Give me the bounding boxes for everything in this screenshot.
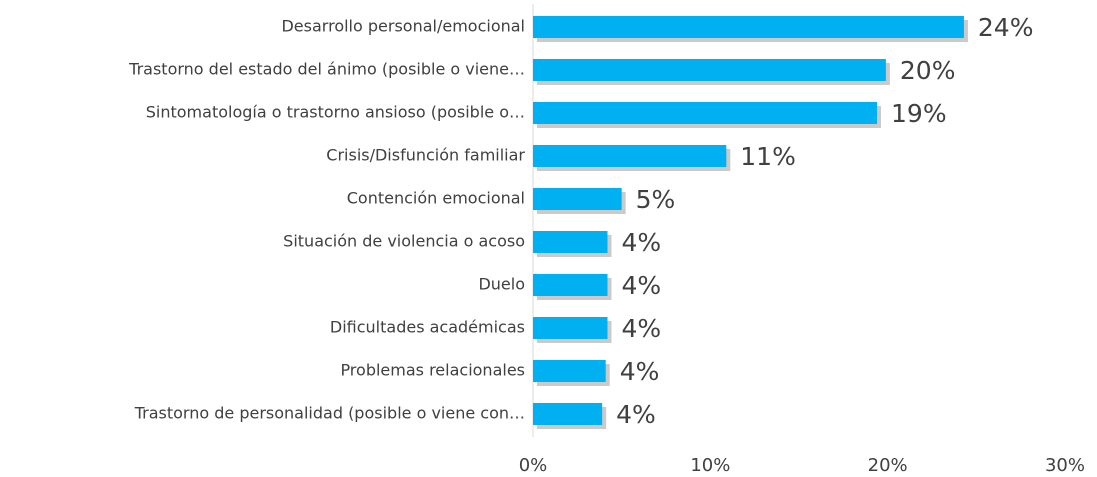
x-tick-label: 20% [868, 455, 908, 476]
value-label: 4% [620, 357, 660, 386]
bar [533, 188, 622, 210]
category-label: Trastorno del estado del ánimo (posible … [128, 60, 525, 79]
bar [533, 59, 886, 81]
bar [533, 317, 608, 339]
category-label: Dificultades académicas [330, 318, 525, 337]
category-label: Trastorno de personalidad (posible o vie… [134, 404, 525, 423]
category-label: Problemas relacionales [340, 361, 525, 380]
x-tick-label: 10% [690, 455, 730, 476]
category-label: Sintomatología o trastorno ansioso (posi… [146, 103, 525, 122]
bar [533, 102, 878, 124]
category-label: Desarrollo personal/emocional [281, 17, 525, 36]
bar [533, 145, 727, 167]
category-label: Contención emocional [347, 189, 525, 208]
value-label: 5% [636, 185, 676, 214]
value-label: 19% [891, 99, 947, 128]
value-label: 20% [900, 56, 956, 85]
value-label: 24% [978, 13, 1034, 42]
category-label: Duelo [478, 275, 525, 294]
category-label: Situación de violencia o acoso [283, 232, 525, 251]
value-label: 4% [616, 400, 656, 429]
bar [533, 360, 606, 382]
x-tick-label: 0% [519, 455, 548, 476]
value-label: 4% [621, 228, 661, 257]
bar [533, 403, 603, 425]
bar [533, 231, 608, 253]
x-tick-label: 30% [1045, 455, 1085, 476]
value-label: 4% [621, 314, 661, 343]
value-label: 11% [740, 142, 796, 171]
bar [533, 274, 608, 296]
value-label: 4% [621, 271, 661, 300]
bar [533, 16, 964, 38]
category-label: Crisis/Disfunción familiar [326, 146, 525, 165]
